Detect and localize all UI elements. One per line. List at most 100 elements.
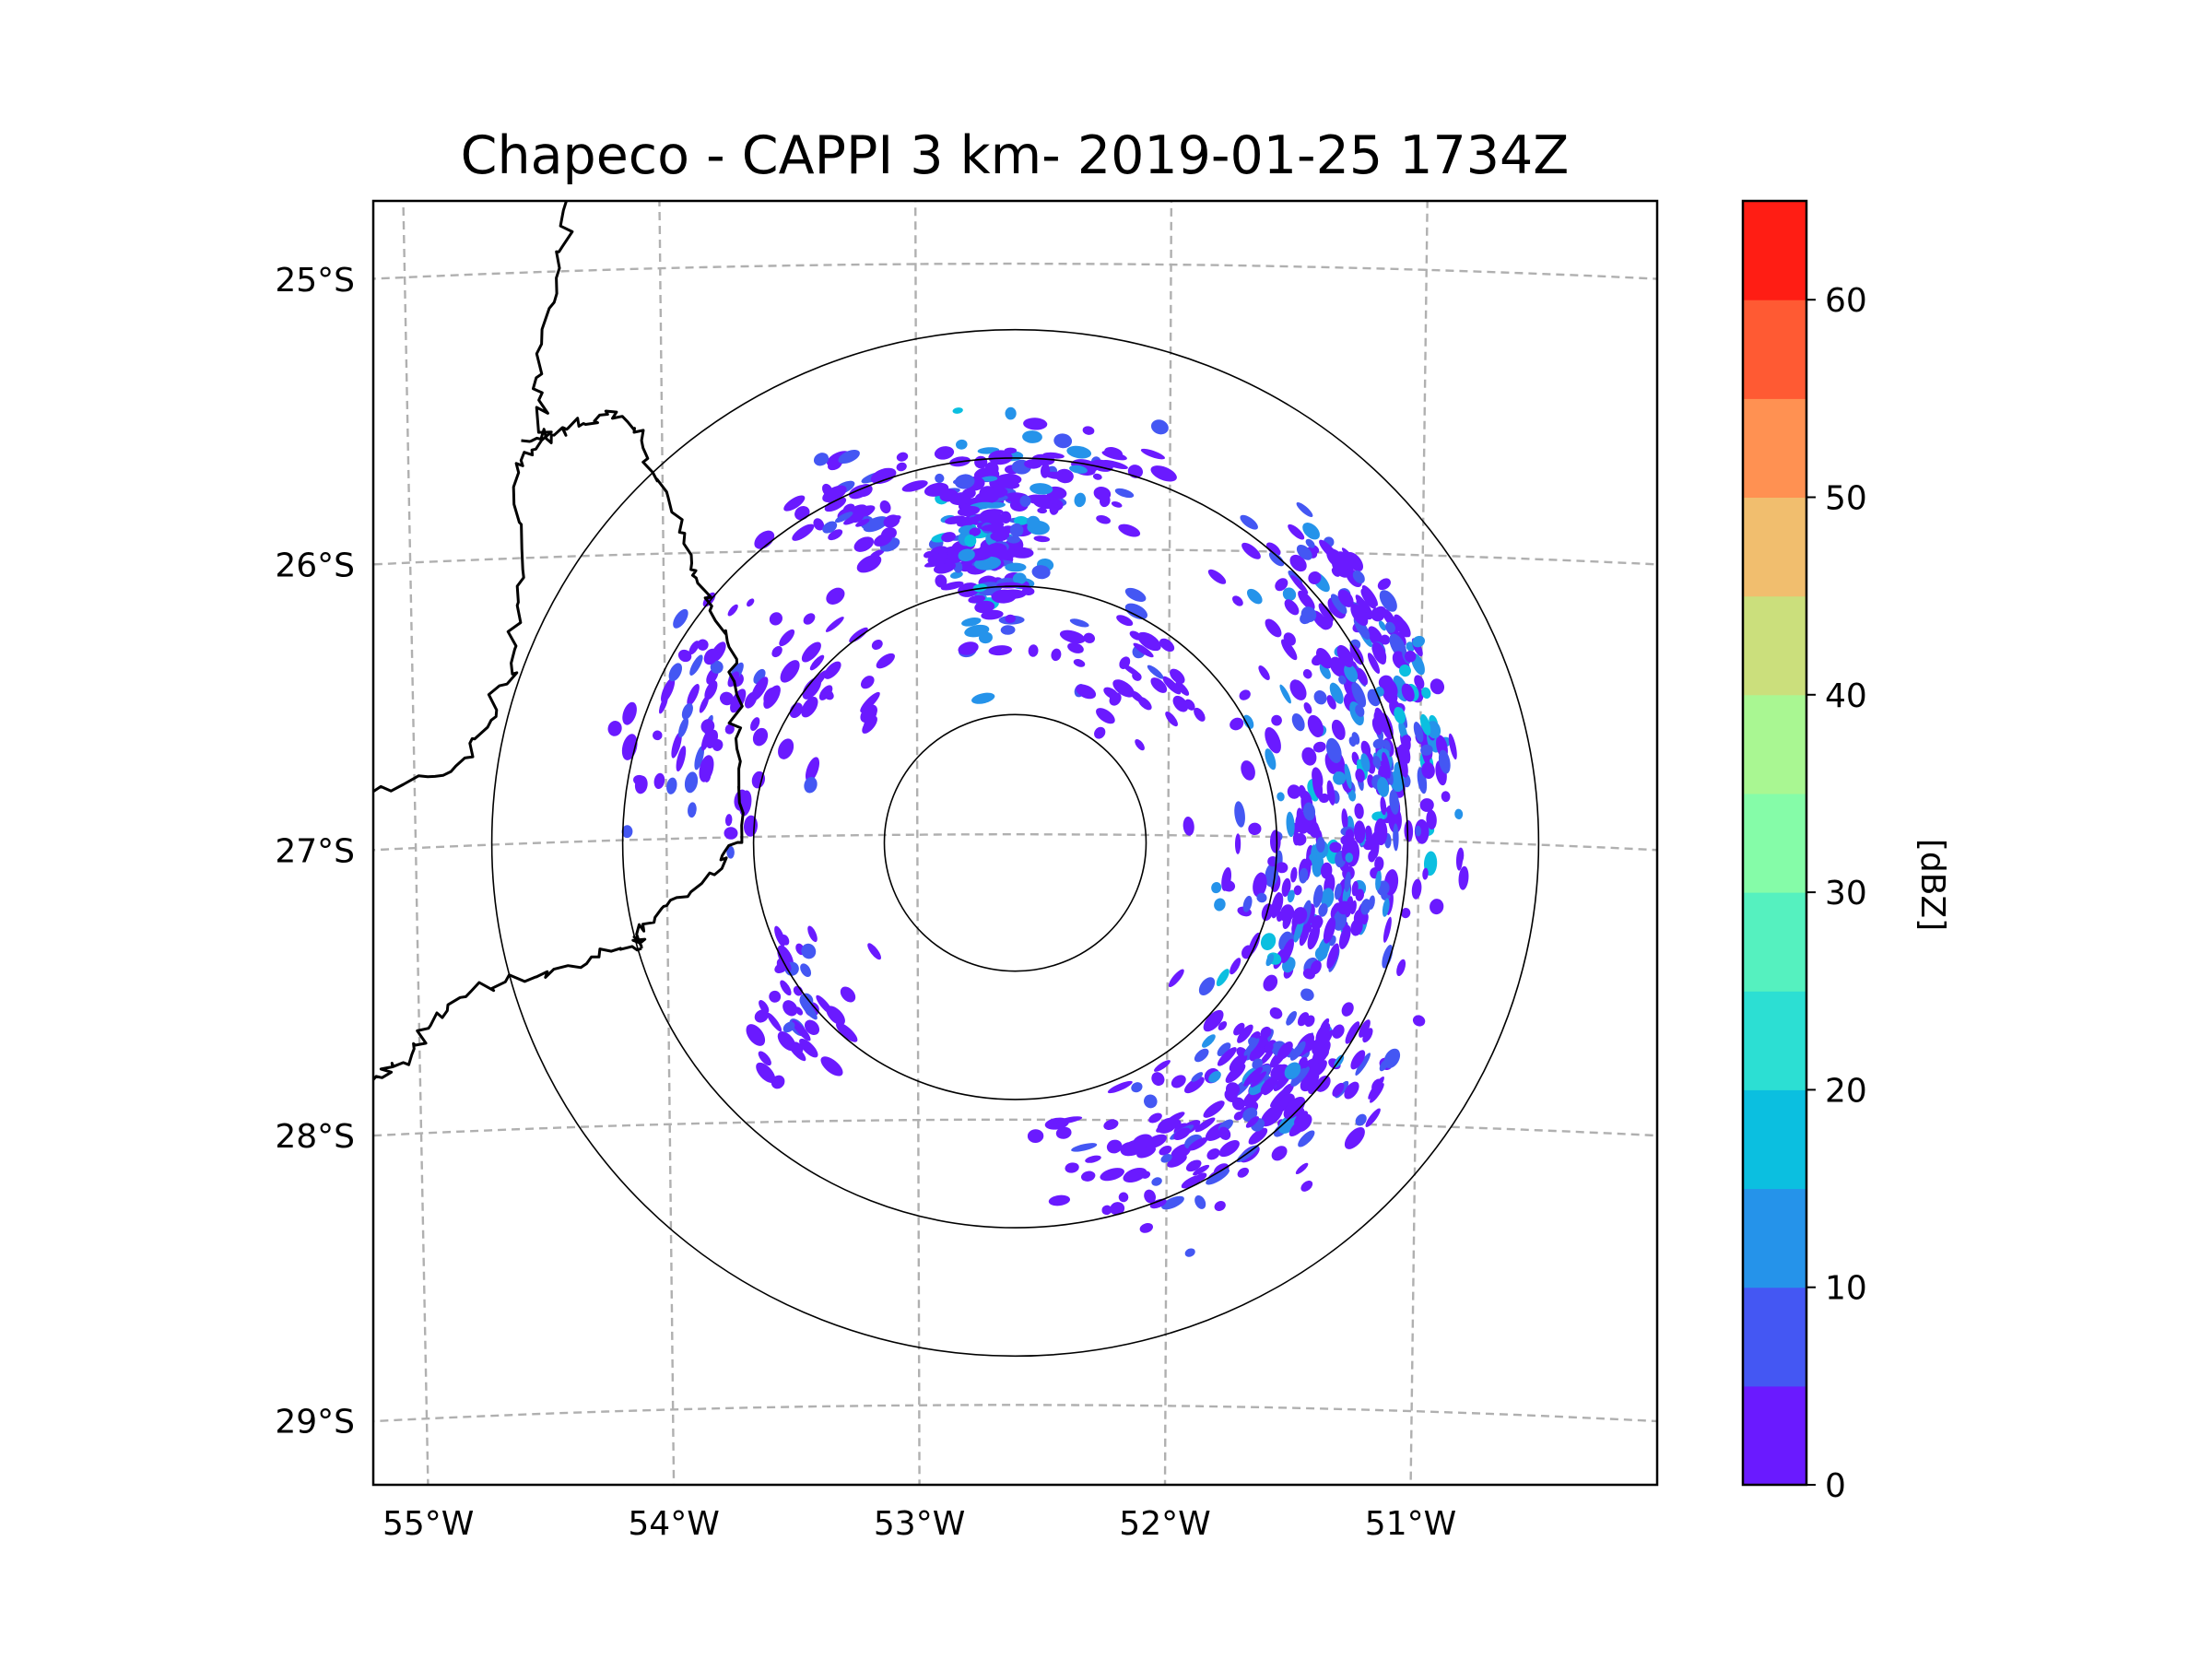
echo-cell — [901, 480, 928, 492]
colorbar-frame — [1741, 199, 1808, 1487]
echo-cell — [864, 712, 877, 727]
echo-cell — [924, 482, 949, 497]
colorbar-segment — [1743, 1385, 1806, 1486]
echo-cell — [1159, 638, 1175, 653]
echo-cell — [985, 487, 1008, 499]
echo-cell — [1100, 459, 1128, 470]
echo-cell — [1323, 916, 1336, 944]
echo-cell — [964, 535, 977, 547]
colorbar-segment — [1743, 398, 1806, 498]
parallel-line — [373, 1404, 1657, 1423]
echo-cell — [782, 1021, 795, 1033]
echo-cell — [1101, 1205, 1112, 1216]
echo-cell — [684, 771, 699, 794]
echo-cell — [1237, 1167, 1249, 1178]
echo-cell — [1252, 1058, 1263, 1070]
echo-cell — [1027, 1129, 1044, 1144]
echo-cell — [771, 645, 782, 658]
echo-cell — [1182, 817, 1194, 836]
echo-cell — [1160, 1154, 1172, 1163]
meridian-line — [913, 201, 921, 1485]
colorbar — [1741, 199, 1808, 1487]
echo-cell — [805, 757, 820, 782]
echo-cell — [694, 746, 704, 771]
echo-cell — [1330, 594, 1347, 615]
echo-cell — [1290, 574, 1309, 594]
echo-cell — [860, 691, 880, 712]
echo-cell — [782, 1000, 798, 1017]
echo-cell — [1299, 591, 1309, 602]
echo-cell — [1372, 738, 1385, 749]
echo-cell — [870, 549, 885, 559]
echo-cell — [1421, 761, 1435, 780]
echo-cell — [958, 548, 975, 562]
colorbar-tick-label: 50 — [1825, 480, 1867, 518]
echo-cell — [988, 450, 1013, 465]
echo-cell — [1305, 538, 1315, 548]
echo-cell — [1100, 1168, 1124, 1182]
echo-cell — [1430, 899, 1444, 915]
echo-cell — [1300, 988, 1314, 1001]
echo-cell — [1307, 924, 1321, 950]
echo-cell — [1344, 1126, 1365, 1149]
echo-cell — [1390, 771, 1405, 793]
echo-cell — [724, 724, 735, 735]
echo-cell — [1242, 714, 1254, 729]
echo-cell — [1202, 1034, 1216, 1048]
echo-cell — [1118, 524, 1141, 537]
echo-cell — [1275, 578, 1288, 592]
echo-cell — [621, 825, 633, 839]
meridian-line — [402, 201, 429, 1485]
echo-cell — [1218, 1021, 1228, 1030]
echo-cell — [1137, 696, 1152, 711]
echo-cell — [1345, 829, 1355, 842]
echo-cell — [952, 407, 963, 414]
range-ring — [883, 713, 1147, 972]
echo-cell — [924, 558, 951, 568]
echo-cell — [984, 462, 999, 476]
echo-cell — [1422, 867, 1429, 880]
echo-cell — [1357, 667, 1368, 686]
echo-cell — [726, 845, 735, 859]
map-frame — [371, 199, 1659, 1487]
echo-cell — [1341, 547, 1360, 569]
echo-cell — [1240, 514, 1258, 530]
echo-cell — [673, 608, 688, 629]
echo-cell — [1127, 465, 1144, 478]
echo-cell — [1206, 1168, 1230, 1185]
echo-cell — [1183, 1077, 1205, 1094]
echo-cell — [769, 612, 782, 626]
echo-cell — [780, 980, 792, 996]
parallel-line — [373, 262, 1657, 280]
echo-cell — [1191, 1072, 1204, 1082]
echo-cell — [1145, 1134, 1167, 1149]
echo-cell — [1230, 717, 1244, 731]
echo-cell — [743, 815, 759, 837]
echo-cell — [1242, 895, 1253, 912]
echo-cell — [1120, 1142, 1136, 1157]
echo-cell — [758, 1051, 771, 1066]
echo-cell — [855, 518, 870, 527]
echo-cell — [1207, 569, 1227, 584]
echo-cell — [863, 516, 888, 533]
echo-cell — [792, 524, 815, 541]
echo-cell — [1150, 419, 1169, 435]
echo-cell — [1073, 659, 1086, 667]
echo-cell — [1290, 681, 1302, 692]
echo-cell — [697, 639, 709, 651]
echo-cell — [1419, 798, 1434, 812]
echo-cell — [1286, 1010, 1297, 1026]
echo-cell — [633, 774, 647, 786]
echo-cell — [1319, 616, 1334, 630]
echo-cell — [1396, 959, 1406, 977]
echo-cell — [1181, 1174, 1203, 1189]
echo-cell — [1360, 753, 1371, 772]
echo-cell — [1243, 1066, 1263, 1087]
echo-cell — [1214, 1200, 1226, 1212]
echo-cell — [1344, 763, 1352, 790]
echo-cell — [1096, 514, 1112, 524]
echo-cell — [1185, 1159, 1202, 1172]
echo-cell — [824, 661, 841, 679]
echo-cell — [1171, 1075, 1186, 1088]
echo-cell — [935, 473, 945, 484]
